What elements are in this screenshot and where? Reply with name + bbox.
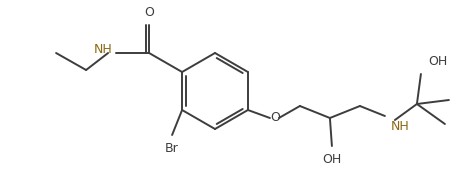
Text: OH: OH — [322, 153, 342, 166]
Text: Br: Br — [165, 142, 179, 155]
Text: OH: OH — [428, 55, 447, 68]
Text: NH: NH — [391, 120, 410, 133]
Text: NH: NH — [93, 43, 112, 56]
Text: O: O — [144, 6, 154, 19]
Text: O: O — [270, 112, 280, 124]
